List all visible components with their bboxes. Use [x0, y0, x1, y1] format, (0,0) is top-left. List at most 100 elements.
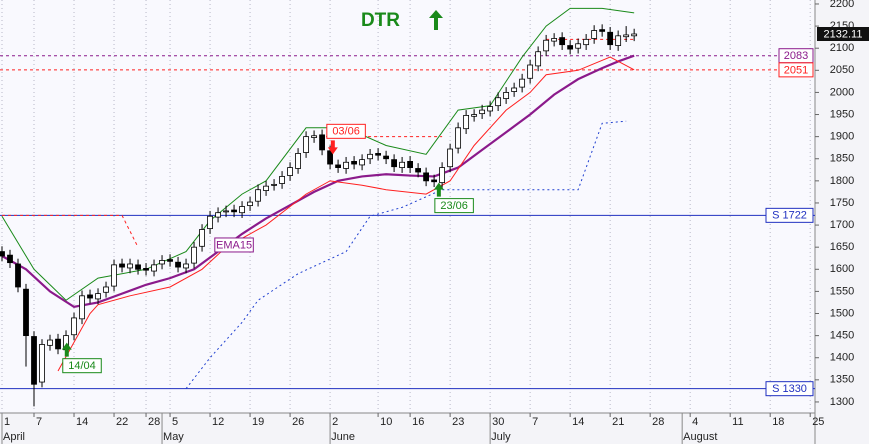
candle-body — [479, 109, 486, 115]
candle-body — [527, 64, 534, 79]
candle-body — [191, 246, 197, 264]
x-tick-label: 7 — [36, 416, 42, 428]
candle-body — [55, 338, 61, 350]
candle-body — [391, 159, 397, 168]
indicator-line — [57, 56, 635, 372]
last-price-box — [817, 26, 869, 41]
candle-body — [231, 209, 237, 213]
candle-body — [623, 34, 630, 38]
x-tick-label: 14 — [572, 416, 584, 428]
candle-body — [511, 87, 518, 92]
x-tick-label: 10 — [380, 416, 392, 428]
candle-body — [591, 30, 598, 39]
candle-body — [31, 336, 37, 385]
candle-body — [575, 43, 582, 49]
candle-body — [463, 115, 470, 130]
candle-body — [263, 185, 269, 191]
title-arrow — [429, 10, 443, 30]
candle-body — [407, 160, 414, 168]
candle-body — [39, 344, 45, 383]
candle-body — [631, 33, 638, 37]
annotation-label: 23/06 — [440, 200, 468, 212]
y-tick-label: 1950 — [830, 108, 854, 120]
y-tick-label: 1650 — [830, 241, 854, 253]
candle-body — [239, 206, 245, 214]
x-tick-label: 26 — [292, 416, 304, 428]
candle-body — [95, 293, 101, 300]
x-tick-label: 23 — [452, 416, 464, 428]
annotation-label: 03/06 — [332, 126, 360, 138]
candle-body — [247, 201, 253, 207]
candle-body — [599, 29, 606, 32]
level-label-box — [765, 381, 814, 397]
candle-body — [215, 212, 221, 218]
y-tick-label: 2100 — [830, 42, 854, 54]
annotation-arrow — [433, 182, 444, 197]
indicator-line — [185, 120, 627, 389]
candle-body — [79, 295, 85, 320]
candle-body — [127, 263, 133, 269]
candle-body — [0, 251, 5, 257]
month-label: May — [163, 431, 184, 443]
y-tick-label: 1800 — [830, 175, 854, 187]
candle-body — [551, 38, 558, 42]
candle-body — [543, 39, 550, 52]
x-tick-label: 16 — [412, 416, 424, 428]
level-label: S 1330 — [772, 383, 807, 395]
candle-body — [567, 45, 574, 50]
candle-body — [559, 37, 566, 46]
candle-body — [151, 264, 157, 272]
candle-body — [471, 114, 478, 117]
annotation-label: EMA15 — [216, 239, 252, 251]
candle-body — [343, 161, 349, 169]
annotation-box — [434, 198, 474, 214]
x-tick-label: 19 — [252, 416, 264, 428]
x-tick-label: 4 — [692, 416, 698, 428]
candle-body — [47, 339, 53, 346]
candle-body — [351, 160, 357, 165]
candle-body — [295, 153, 301, 169]
month-label: July — [491, 431, 511, 443]
candle-body — [335, 164, 341, 168]
candle-body — [535, 51, 542, 67]
candle-body — [383, 155, 389, 160]
x-tick-label: 12 — [212, 416, 224, 428]
candle-body — [223, 210, 229, 213]
candle-body — [175, 261, 181, 268]
candle-body — [423, 172, 430, 182]
candle-body — [399, 161, 405, 168]
x-tick-label: 22 — [116, 416, 128, 428]
candle-body — [311, 135, 317, 138]
x-tick-label: 28 — [652, 416, 664, 428]
y-tick-label: 1550 — [830, 285, 854, 297]
candle-body — [503, 92, 510, 100]
level-label-box — [765, 207, 814, 223]
candle-body — [7, 254, 13, 264]
y-tick-label: 1750 — [830, 197, 854, 209]
annotation-label: 14/04 — [68, 360, 96, 372]
indicator-line — [1, 7, 635, 301]
x-tick-label: 28 — [148, 416, 160, 428]
candle-body — [583, 38, 590, 46]
candle-body — [167, 259, 173, 262]
annotation-box — [326, 123, 366, 139]
candle-body — [447, 148, 454, 168]
annotation-arrow — [327, 140, 338, 155]
candle-body — [615, 35, 622, 46]
month-label: June — [331, 431, 355, 443]
level-label: S 1722 — [772, 210, 807, 222]
y-axis-area — [815, 0, 869, 444]
candle-body — [359, 159, 365, 166]
y-tick-label: 2200 — [830, 0, 854, 10]
candle-body — [287, 167, 293, 176]
y-tick-label: 1350 — [830, 374, 854, 386]
indicator-line — [1, 54, 635, 309]
level-label: 2083 — [784, 50, 808, 62]
candle-body — [431, 179, 438, 183]
candle-body — [143, 268, 149, 271]
candle-body — [71, 317, 77, 336]
candle-body — [255, 189, 261, 202]
x-tick-label: 30 — [492, 416, 504, 428]
candle-body — [319, 134, 325, 151]
